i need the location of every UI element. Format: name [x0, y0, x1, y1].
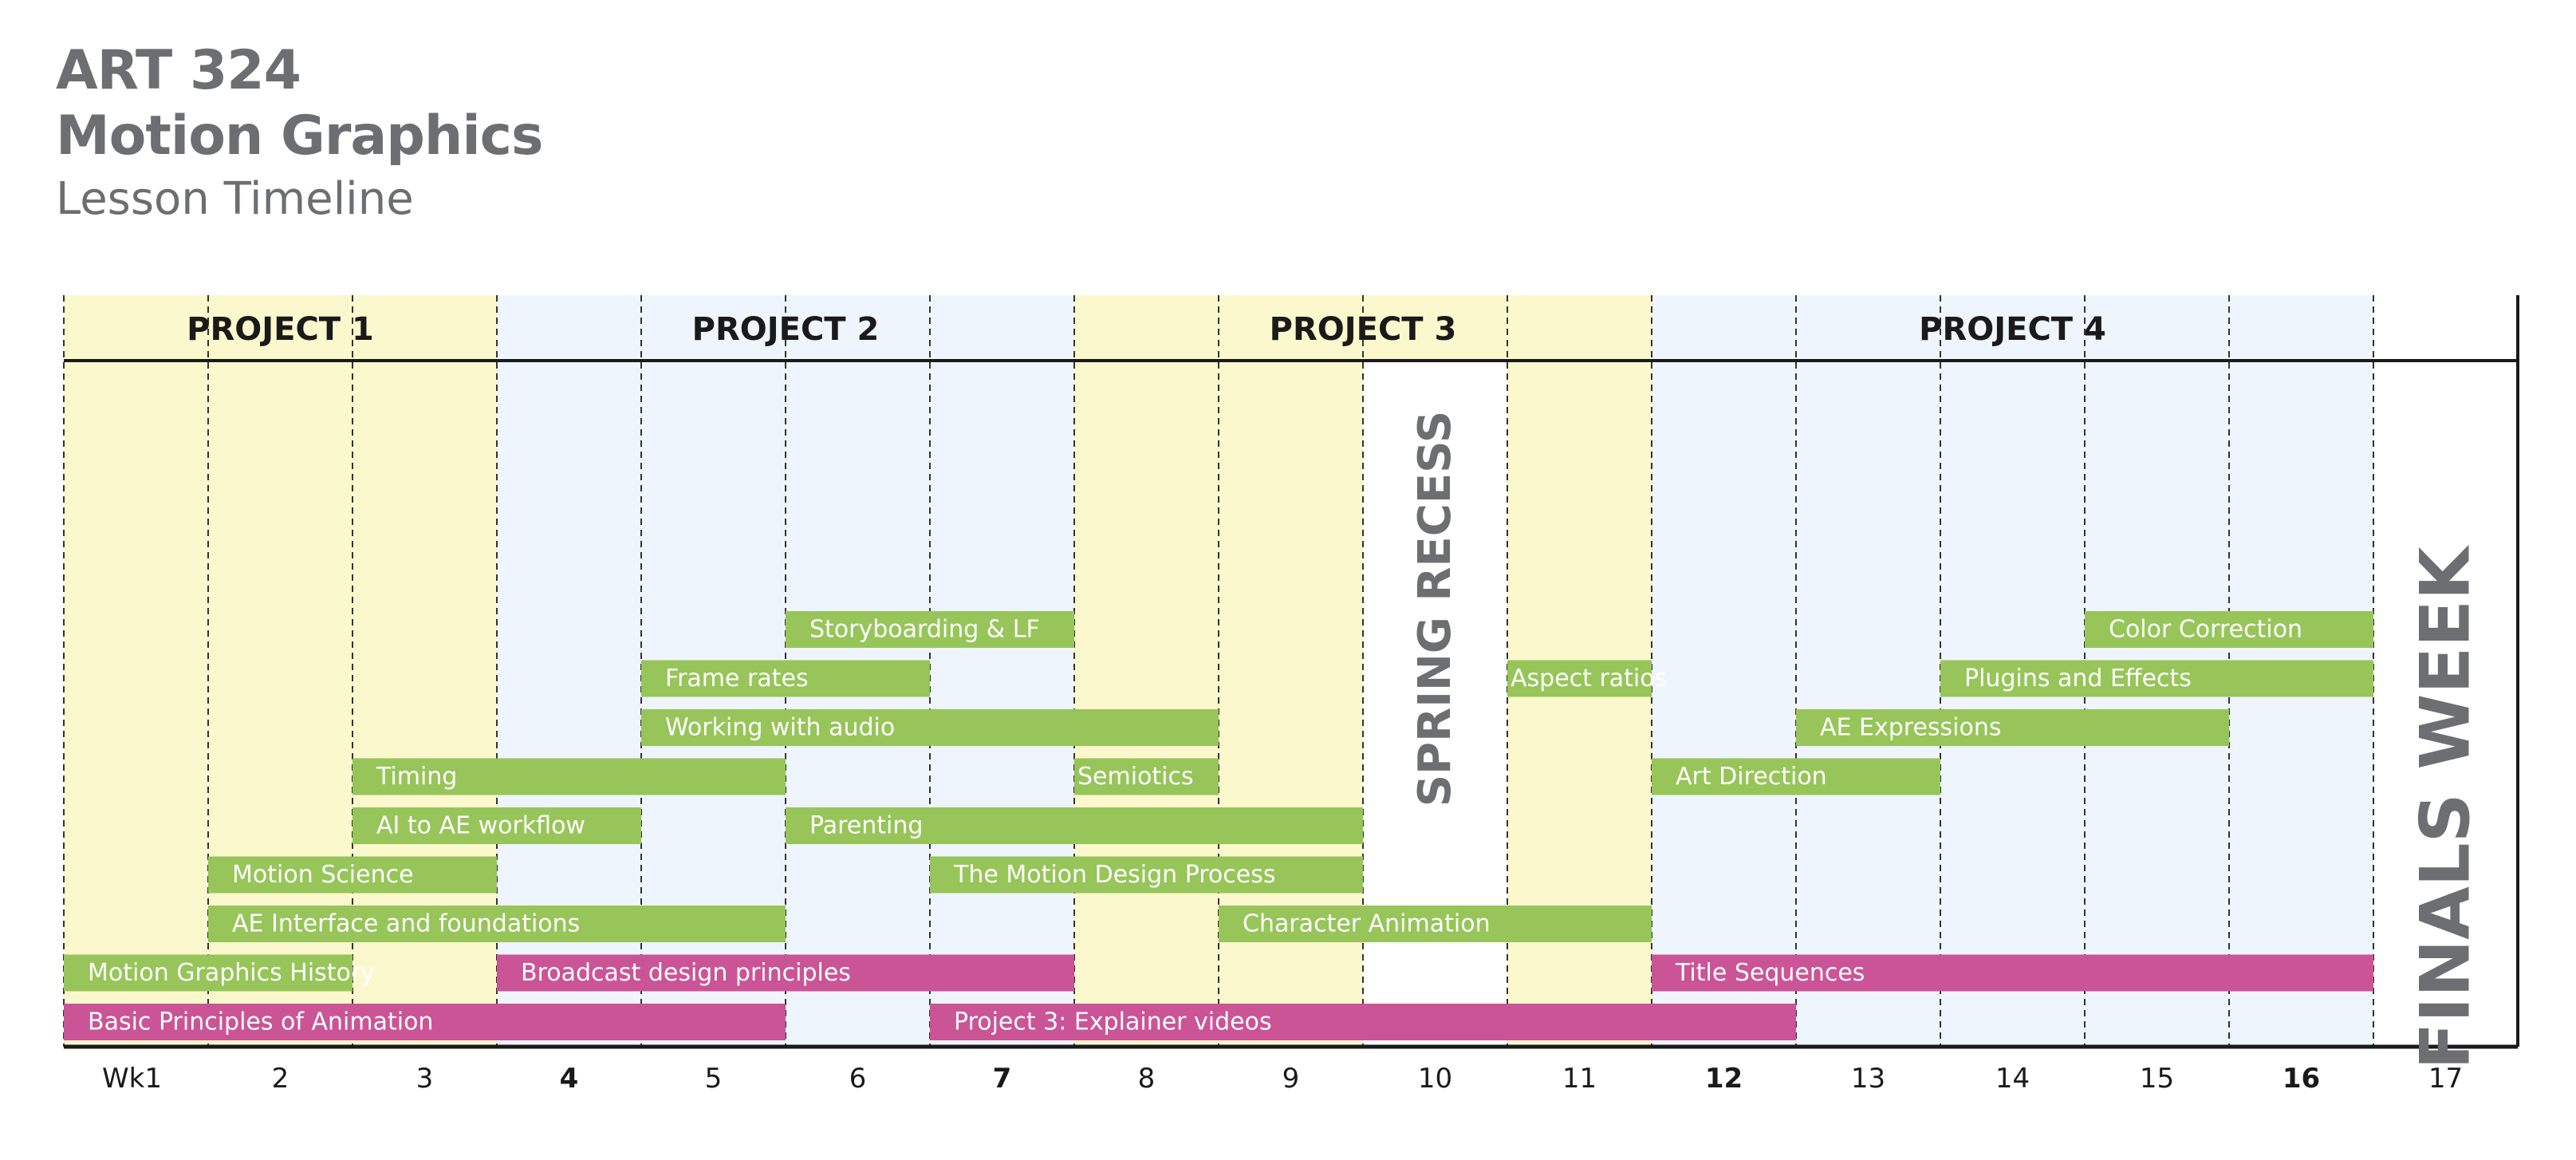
task-label: Working with audio	[665, 714, 895, 742]
task-bar	[208, 906, 786, 942]
course-code: ART 324	[56, 39, 301, 102]
task-bar	[1507, 660, 1652, 697]
task-label: The Motion Design Process	[953, 861, 1276, 889]
task-bar	[786, 611, 1074, 648]
project-label-2: PROJECT 2	[692, 311, 880, 348]
task-label: Color Correction	[2109, 616, 2302, 644]
week-label: 15	[2140, 1063, 2174, 1095]
task-bar	[1940, 660, 2373, 697]
task-label: Title Sequences	[1675, 959, 1865, 987]
task-label: Art Direction	[1676, 763, 1827, 791]
week-label: 4	[560, 1063, 579, 1095]
task-bar	[1652, 758, 1940, 795]
task-bar	[208, 856, 497, 894]
project-label-1: PROJECT 1	[187, 311, 374, 348]
week-label: 12	[1705, 1063, 1743, 1095]
week-label: 10	[1418, 1063, 1452, 1095]
week-label: 11	[1562, 1063, 1597, 1095]
task-bar	[1074, 758, 1219, 795]
task-label: AE Expressions	[1820, 714, 2002, 742]
task-label: AI to AE workflow	[376, 812, 585, 840]
task-label: Motion Graphics History	[88, 959, 375, 987]
week-label: 8	[1138, 1063, 1156, 1095]
task-bar	[1652, 954, 2373, 992]
break-label-2: FINALS WEEK	[2406, 544, 2486, 1069]
week-label: Wk1	[102, 1063, 162, 1095]
week-label: 2	[272, 1063, 290, 1095]
task-label: Frame rates	[665, 665, 809, 692]
week-label: 3	[416, 1063, 434, 1095]
task-label: Plugins and Effects	[1964, 665, 2192, 692]
task-label: Broadcast design principles	[521, 959, 851, 987]
task-label: AE Interface and foundations	[232, 910, 580, 938]
task-bar	[930, 1004, 1796, 1040]
week-label: 13	[1851, 1063, 1885, 1095]
task-label: Motion Science	[232, 861, 414, 889]
task-label: Semiotics	[1077, 763, 1194, 791]
week-label: 5	[705, 1063, 723, 1095]
week-label: 17	[2428, 1063, 2463, 1095]
task-label: Basic Principles of Animation	[88, 1008, 433, 1036]
task-bar	[2085, 611, 2373, 648]
task-label: Aspect ratios	[1511, 665, 1667, 692]
task-bar	[1796, 709, 2229, 746]
task-bar	[64, 954, 353, 992]
title-block: ART 324 Motion Graphics Lesson Timeline	[56, 38, 543, 230]
task-bar	[1219, 906, 1652, 942]
timeline-subtitle: Lesson Timeline	[56, 173, 414, 225]
task-bar	[353, 807, 641, 844]
break-column-2	[2373, 361, 2518, 1047]
task-label: Parenting	[809, 812, 923, 840]
week-label: 16	[2283, 1063, 2320, 1095]
project-label-4: PROJECT 4	[1919, 311, 2106, 348]
task-bar	[786, 807, 1363, 844]
task-label: Project 3: Explainer videos	[954, 1008, 1272, 1036]
task-label: Timing	[376, 763, 457, 791]
project-label-3: PROJECT 3	[1270, 311, 1457, 348]
task-bar	[641, 709, 1219, 746]
week-label: 7	[993, 1063, 1012, 1095]
task-bar	[641, 660, 930, 697]
week-label: 9	[1282, 1063, 1300, 1095]
break-label-1: SPRING RECESS	[1409, 411, 1461, 807]
task-bar	[497, 954, 1074, 992]
task-label: Character Animation	[1243, 910, 1491, 938]
week-label: 14	[1995, 1063, 2030, 1095]
task-bar	[930, 856, 1363, 894]
task-bar	[64, 1004, 786, 1040]
week-label: 6	[849, 1063, 867, 1095]
task-label: Storyboarding & LF	[809, 616, 1040, 644]
task-bar	[353, 758, 786, 795]
course-name: Motion Graphics	[56, 105, 543, 168]
